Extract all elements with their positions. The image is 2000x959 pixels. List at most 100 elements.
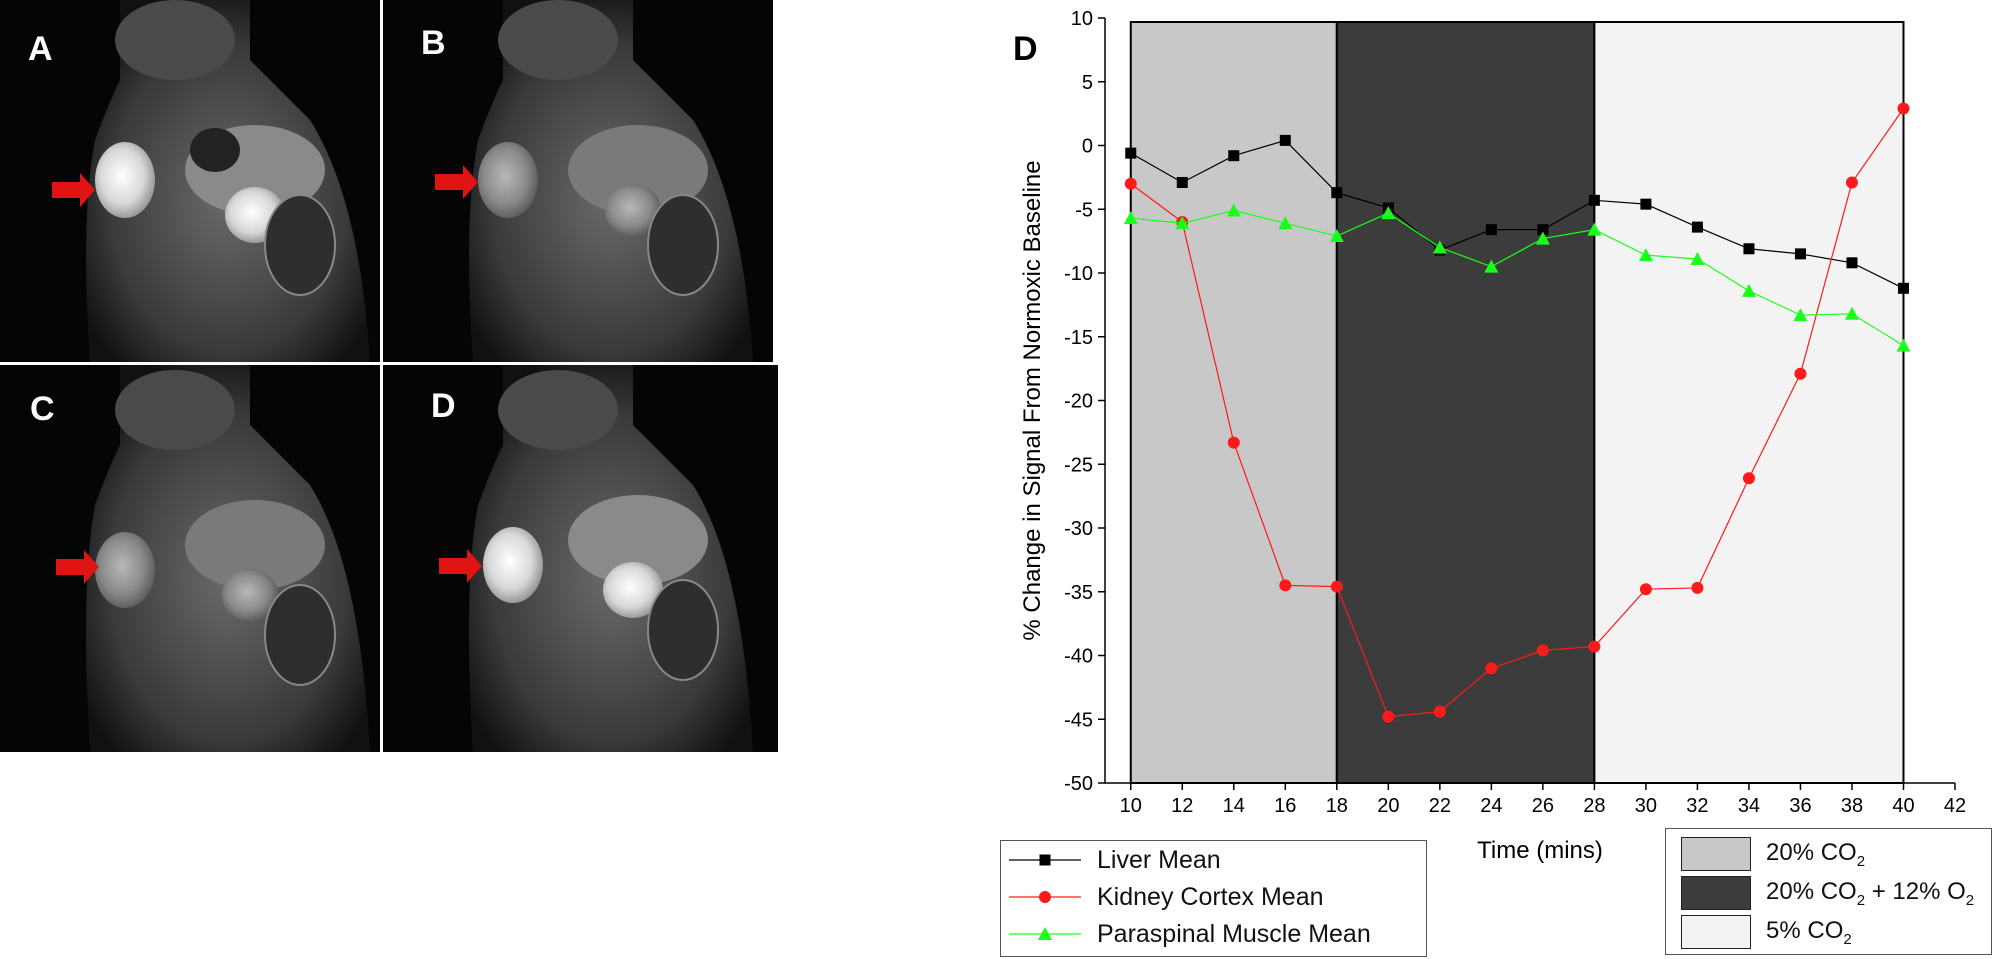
y-axis-label: % Change in Signal From Normoxic Baselin… <box>1019 160 1046 640</box>
y-tick-label: -45 <box>1064 709 1093 731</box>
data-point <box>1691 221 1703 233</box>
y-tick-label: -20 <box>1064 391 1093 413</box>
right-kidney <box>605 184 661 236</box>
chest-region <box>498 0 618 80</box>
data-point <box>1176 176 1188 188</box>
legend-marker-icon <box>1009 927 1081 940</box>
stomach-dark <box>190 128 240 172</box>
x-axis-label: Time (mins) <box>1477 837 1603 864</box>
data-point <box>1690 251 1705 265</box>
mri-panel-b: B <box>383 0 773 362</box>
panel-label-c: C <box>30 390 55 428</box>
data-point <box>1536 644 1549 657</box>
phase-legend-label-1: 20% CO2 <box>1766 839 1866 870</box>
data-point <box>1897 102 1910 115</box>
phase-legend: 20% CO2 20% CO2 + 12% O2 5% CO2 <box>1665 828 1992 955</box>
data-point <box>1845 176 1858 189</box>
data-point <box>1227 436 1240 449</box>
chest-region <box>498 370 618 450</box>
phase-swatch-3 <box>1681 915 1751 949</box>
x-tick-label: 32 <box>1686 795 1708 817</box>
mri-image-a <box>52 0 370 362</box>
chest-region <box>115 370 235 450</box>
x-tick-label: 10 <box>1120 795 1142 817</box>
y-tick-label: 0 <box>1082 136 1093 158</box>
data-point <box>1485 224 1497 236</box>
series-paraspinal-muscle-mean <box>1123 203 1911 352</box>
data-point <box>1844 306 1859 320</box>
y-tick-label: -30 <box>1064 518 1093 540</box>
chest-region <box>115 0 235 80</box>
left-kidney <box>483 527 543 603</box>
x-tick-label: 36 <box>1789 795 1811 817</box>
data-point <box>1639 583 1652 596</box>
legend-marker-icon <box>1009 891 1081 903</box>
data-point <box>1382 710 1395 723</box>
data-point <box>1896 338 1911 352</box>
bowel-region <box>264 584 336 686</box>
phase-region-3 <box>1593 21 1905 784</box>
data-point <box>1381 206 1396 220</box>
data-point <box>1329 229 1344 243</box>
y-tick-label: 10 <box>1071 8 1093 30</box>
x-tick-label: 12 <box>1171 795 1193 817</box>
data-point <box>1587 222 1602 236</box>
right-kidney <box>222 569 278 621</box>
left-kidney <box>478 142 538 218</box>
red-arrow-icon <box>435 165 478 199</box>
phase-region-2 <box>1335 21 1596 784</box>
data-point <box>1537 224 1549 236</box>
data-point <box>1897 282 1909 294</box>
x-tick-label: 14 <box>1223 795 1245 817</box>
x-tick-label: 28 <box>1583 795 1605 817</box>
data-point <box>1123 211 1138 225</box>
legend-label: Paraspinal Muscle Mean <box>1097 919 1371 948</box>
data-point <box>1741 283 1756 297</box>
red-arrow-icon <box>56 550 99 584</box>
data-point <box>1742 472 1755 485</box>
data-point <box>1175 216 1190 230</box>
data-point <box>1124 177 1137 190</box>
data-point <box>1278 216 1293 230</box>
legend-item-liver-mean: Liver Mean <box>1001 841 1426 879</box>
panel-label-a: A <box>28 30 53 68</box>
series-line <box>1130 209 1904 347</box>
phase-legend-label-3: 5% CO2 <box>1766 917 1852 948</box>
x-tick-label: 26 <box>1532 795 1554 817</box>
phase-legend-label-2: 20% CO2 + 12% O2 <box>1766 878 1975 909</box>
bowel-region <box>264 194 336 296</box>
mri-image-c <box>56 365 370 752</box>
left-kidney <box>95 532 155 608</box>
y-tick-label: 5 <box>1082 72 1093 94</box>
data-point <box>1691 581 1704 594</box>
y-tick-label: -15 <box>1064 327 1093 349</box>
legend-item-kidney-cortex-mean: Kidney Cortex Mean <box>1001 878 1426 916</box>
data-point <box>1794 367 1807 380</box>
data-point <box>1638 248 1653 262</box>
data-point <box>1433 705 1446 718</box>
data-point <box>1743 243 1755 255</box>
data-point <box>1485 662 1498 675</box>
y-tick-label: -10 <box>1064 263 1093 285</box>
mri-image-d <box>439 365 753 752</box>
panel-label-d: D <box>431 387 456 425</box>
left-kidney <box>95 142 155 218</box>
series-line <box>1130 139 1904 289</box>
phase-swatch-1 <box>1681 837 1751 871</box>
mri-panel-d: D <box>383 365 778 752</box>
data-point <box>1535 231 1550 245</box>
series-line <box>1130 108 1904 718</box>
liver-region <box>185 500 325 590</box>
phase-region-1 <box>1129 21 1338 784</box>
liver-region <box>568 125 708 215</box>
data-point <box>1640 198 1652 210</box>
y-tick-label: -40 <box>1064 646 1093 668</box>
data-point <box>1330 580 1343 593</box>
legend-label: Kidney Cortex Mean <box>1097 882 1324 911</box>
data-point <box>1228 150 1240 162</box>
data-point <box>1432 240 1447 254</box>
legend-marker-icon <box>1009 854 1081 866</box>
x-tick-label: 34 <box>1738 795 1760 817</box>
data-point <box>1846 257 1858 269</box>
